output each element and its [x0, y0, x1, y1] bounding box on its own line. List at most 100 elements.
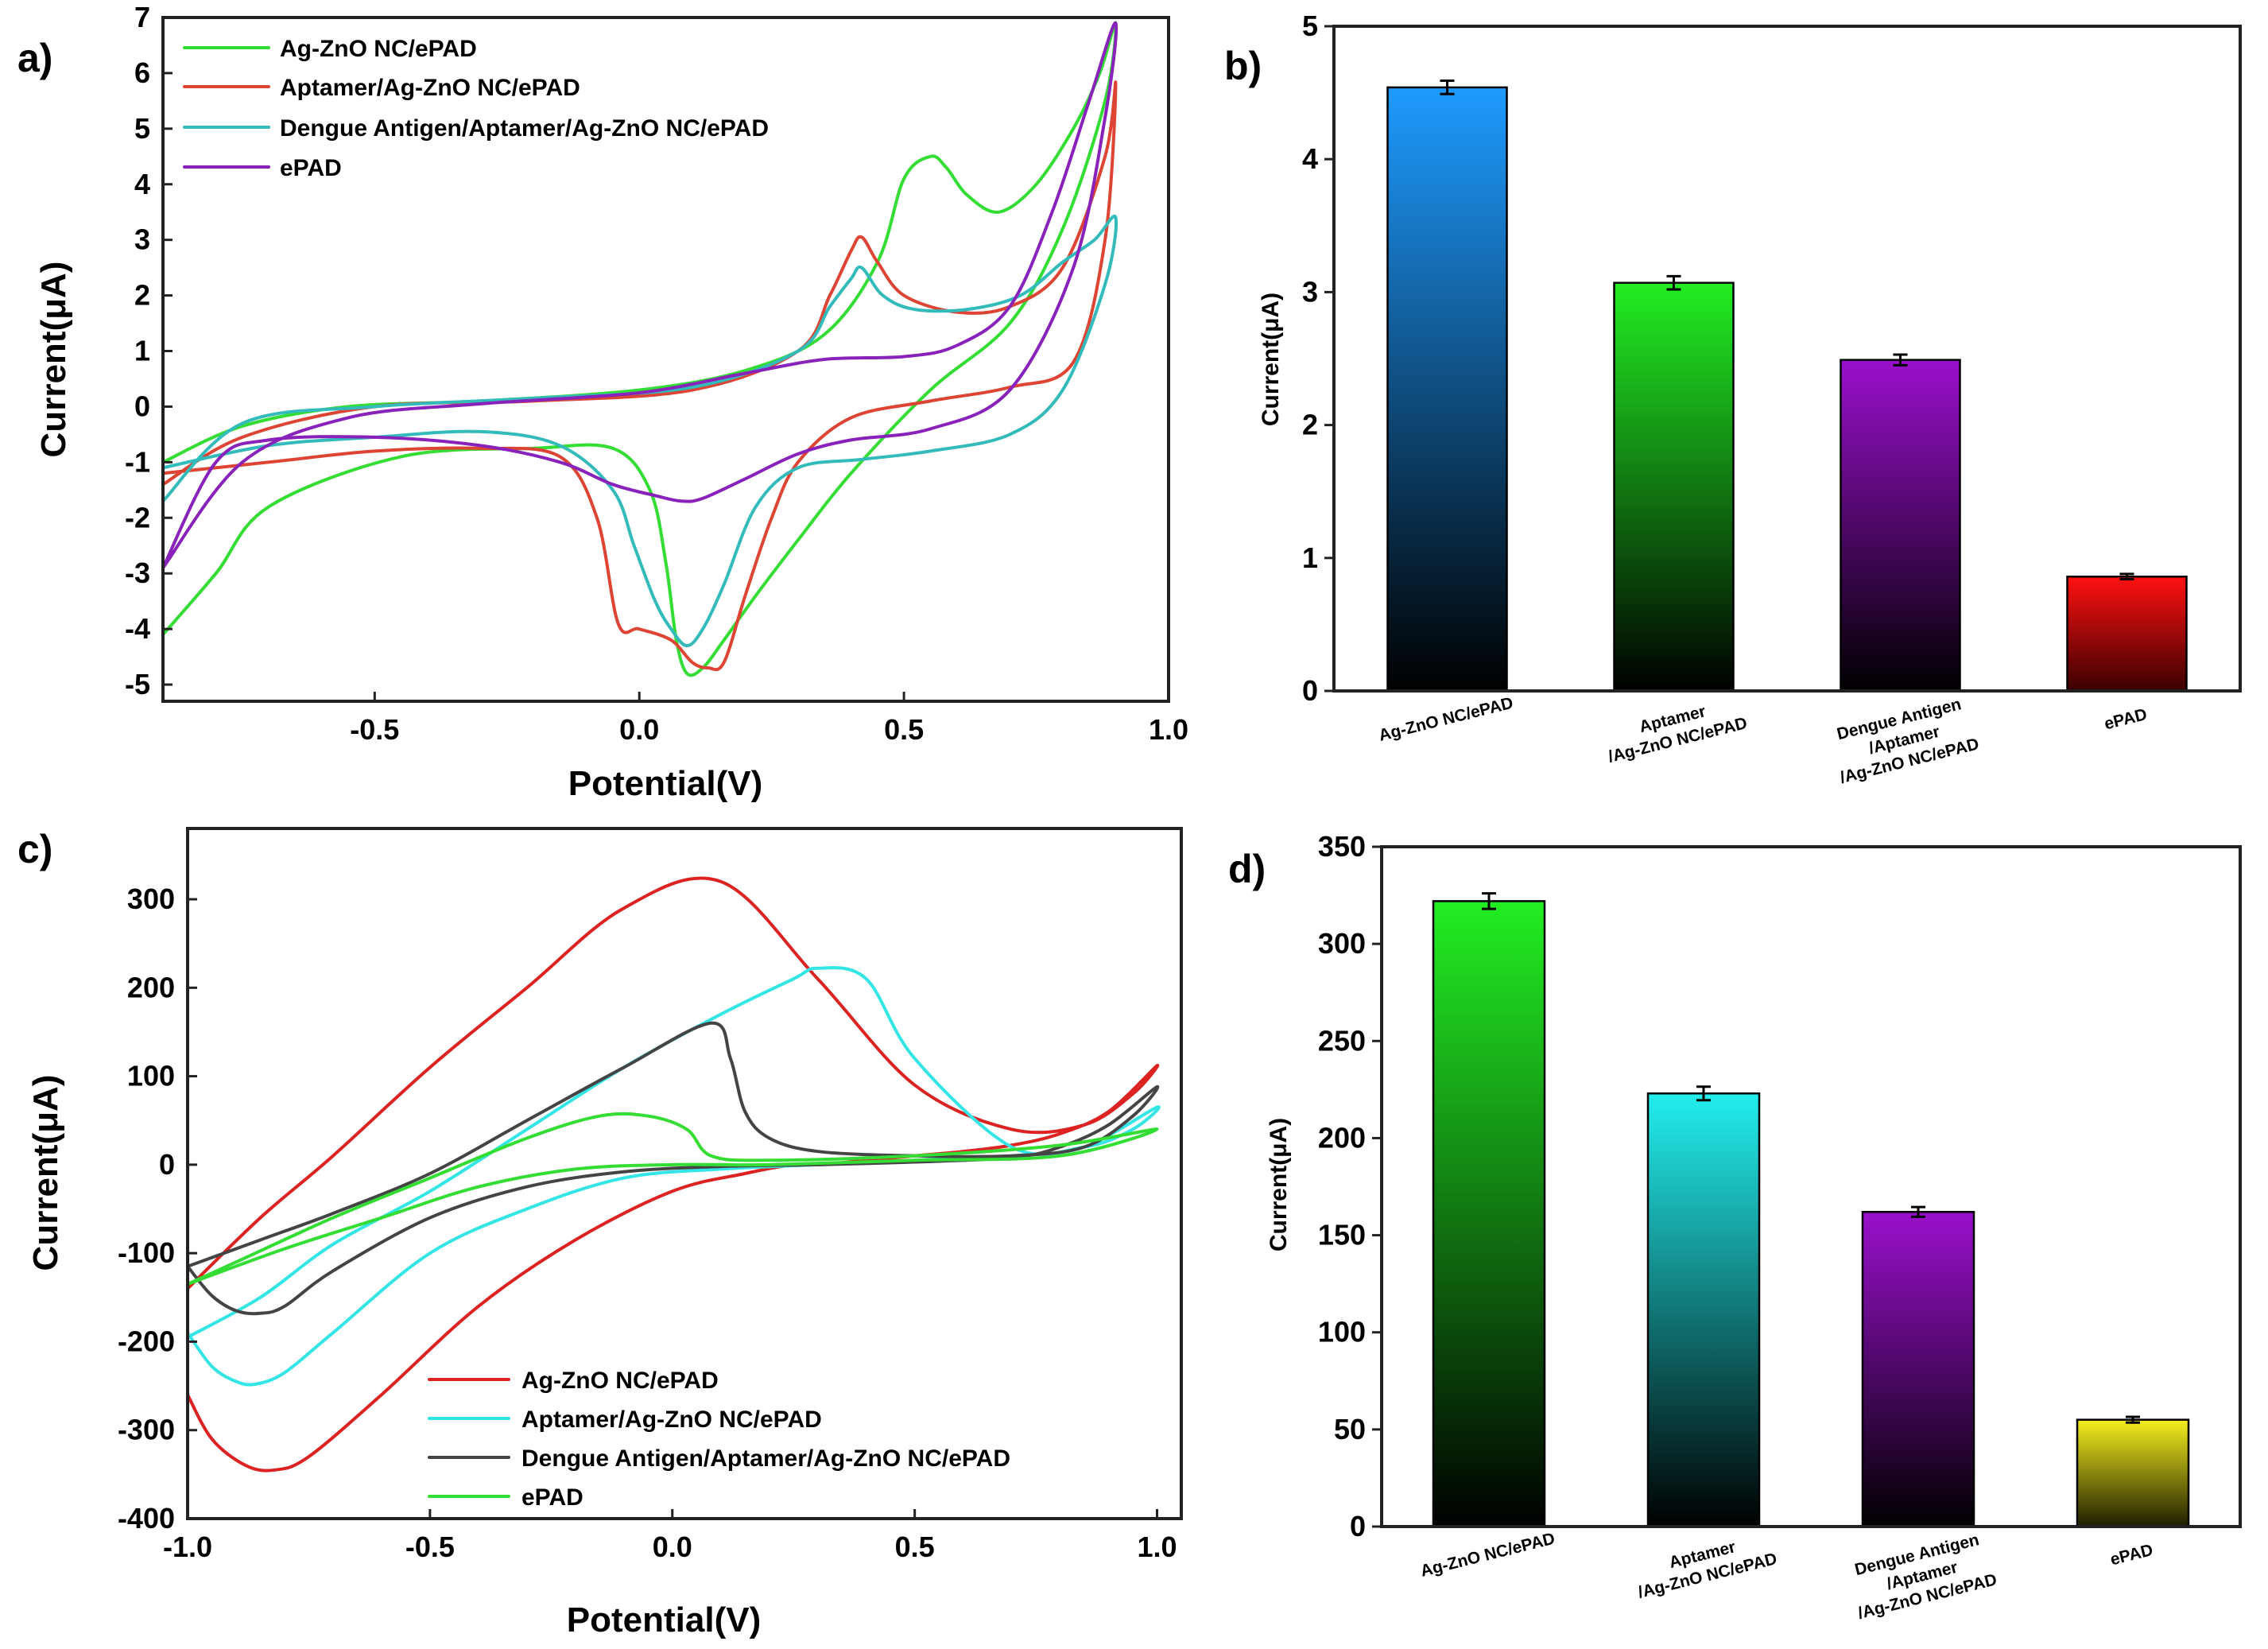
x-tick-label: -1.0 [163, 1531, 212, 1563]
y-tick-label: -200 [118, 1325, 175, 1357]
y-tick-label: -1 [125, 445, 150, 478]
legend-label-aptamer: Aptamer/Ag-ZnO NC/ePAD [521, 1406, 822, 1433]
panel-a-x-ticks: -0.5 0.0 0.5 1.0 [350, 692, 1188, 746]
panel-d-plot-frame [1380, 845, 2242, 1528]
x-tick-label: 1.0 [1149, 713, 1188, 746]
y-tick-label: 4 [1302, 142, 1318, 175]
legend-label-ag-zno: Ag-ZnO NC/ePAD [521, 1368, 719, 1394]
panel-d-y-axis-label: Current(μA) [1266, 1118, 1292, 1251]
legend-label-ag-zno: Ag-ZnO NC/ePAD [280, 36, 477, 62]
panel-c-y-axis-label: Current(μA) [26, 1075, 65, 1271]
legend-label-dengue: Dengue Antigen/Aptamer/Ag-ZnO NC/ePAD [521, 1445, 1010, 1472]
category-label-line: Ag-ZnO NC/ePAD [1419, 1530, 1557, 1581]
panel-b-label: b) [1224, 44, 1262, 88]
x-tick-label: 0.0 [619, 713, 659, 746]
panel-c-x-axis-label: Potential(V) [567, 1600, 761, 1639]
panel-c-dpv-plot: c) -400 -300 -200 -100 0 100 200 300 -1.0 -0.5 0.… [17, 827, 1183, 1639]
y-tick-label: 6 [134, 56, 150, 89]
y-tick-label: 300 [127, 883, 175, 915]
category-label-epad: ePAD [2108, 1541, 2154, 1569]
series-line-epad [161, 21, 1118, 570]
series-line-ag-zno-nc-epad [161, 21, 1118, 677]
y-tick-label: -400 [118, 1502, 175, 1535]
y-tick-label: 300 [1318, 927, 1366, 960]
y-tick-label: -100 [118, 1236, 175, 1269]
panel-d-y-ticks: 0 50 100 150 200 250 300 350 [1318, 830, 1382, 1542]
y-tick-label: 4 [134, 168, 150, 200]
legend-label-aptamer: Aptamer/Ag-ZnO NC/ePAD [280, 75, 580, 101]
y-tick-label: 2 [1302, 409, 1318, 441]
y-tick-label: 50 [1334, 1413, 1366, 1445]
y-tick-label: 3 [1302, 275, 1318, 308]
panel-b-y-ticks: 0 1 2 3 4 5 [1302, 10, 1334, 707]
category-label-ag-zno-nc-epad: Ag-ZnO NC/ePAD [1419, 1530, 1557, 1581]
category-label-line: ePAD [2108, 1541, 2154, 1569]
y-tick-label: -300 [118, 1414, 175, 1446]
panel-d-bar-chart: d) 0 50 100 150 200 250 300 350 Ag-ZnO NC/ePAD A… [1228, 830, 2242, 1623]
bar-aptamer-ag-zno-nc-epad [1613, 281, 1735, 693]
panel-c-curves [186, 876, 1161, 1472]
y-tick-label: 100 [1318, 1316, 1366, 1348]
panel-b-bars [1386, 80, 2188, 693]
panel-d-bars [1432, 892, 2190, 1528]
bar-dengue-antigen-aptamer-ag-zno-nc-epad [1840, 359, 1961, 693]
panel-c-y-ticks: -400 -300 -200 -100 0 100 200 300 [118, 883, 197, 1535]
category-label-line: Ag-ZnO NC/ePAD [1377, 694, 1515, 745]
panel-a-y-axis-label: Current(μA) [34, 262, 73, 458]
y-tick-label: -5 [125, 668, 150, 700]
panel-a-y-ticks: -5 -4 -3 -2 -1 0 1 2 3 4 5 6 7 [125, 1, 173, 700]
panel-d-category-labels: Ag-ZnO NC/ePAD Aptamer/Ag-ZnO NC/ePAD Deng… [1419, 1530, 2155, 1623]
bar-epad [2066, 575, 2188, 693]
y-tick-label: 5 [134, 112, 150, 145]
bar-ag-zno-nc-epad [1386, 86, 1508, 693]
x-tick-label: 0.0 [653, 1531, 692, 1563]
panel-d-label: d) [1228, 847, 1266, 891]
y-tick-label: 1 [134, 335, 150, 367]
y-tick-label: 0 [134, 390, 150, 422]
bar-epad [2076, 1418, 2190, 1528]
bar-dengue-antigen-aptamer-ag-zno-nc-epad [1861, 1211, 1975, 1528]
y-tick-label: 2 [134, 279, 150, 312]
y-tick-label: -2 [125, 501, 150, 534]
panel-a-plot-frame [161, 16, 1170, 703]
y-tick-label: 0 [159, 1148, 175, 1181]
panel-a-curves [161, 21, 1118, 677]
y-tick-label: -3 [125, 557, 150, 589]
y-tick-label: -4 [125, 612, 150, 645]
panel-c-label: c) [17, 827, 52, 871]
y-tick-label: 3 [134, 223, 150, 256]
y-tick-label: 350 [1318, 830, 1366, 863]
panel-b-bar-chart: b) 0 1 2 3 4 5 Ag-ZnO NC/ePAD Aptamer/Ag-ZnO N… [1224, 10, 2242, 787]
legend-label-epad: ePAD [521, 1484, 583, 1511]
x-tick-label: 0.5 [884, 713, 924, 746]
x-tick-label: 0.5 [895, 1531, 935, 1563]
series-line-ag-zno-nc-epad [186, 876, 1160, 1472]
y-tick-label: 5 [1302, 10, 1318, 42]
panel-c-legend: Ag-ZnO NC/ePAD Aptamer/Ag-ZnO NC/ePAD De… [428, 1368, 1010, 1511]
category-label-aptamer-ag-zno-nc-epad: Aptamer/Ag-ZnO NC/ePAD [1607, 702, 1750, 766]
panel-b-category-labels: Ag-ZnO NC/ePAD Aptamer/Ag-ZnO NC/ePAD Deng… [1377, 694, 2149, 787]
series-line-dengue-antigen-aptamer-ag-zno-nc-epad [161, 214, 1118, 648]
panel-b-y-axis-label: Current(μA) [1258, 293, 1284, 426]
bar-ag-zno-nc-epad [1432, 900, 1546, 1528]
legend-label-epad: ePAD [280, 155, 342, 181]
panel-b-plot-frame [1332, 25, 2242, 693]
x-tick-label: -0.5 [405, 1531, 455, 1563]
category-label-epad: ePAD [2103, 705, 2149, 733]
y-tick-label: 0 [1350, 1510, 1366, 1542]
y-tick-label: 0 [1302, 674, 1318, 707]
series-line-dengue-antigen-aptamer-ag-zno-nc-epad [186, 1021, 1160, 1316]
panel-a-label: a) [17, 36, 52, 80]
x-tick-label: -0.5 [350, 713, 399, 746]
panel-a-x-axis-label: Potential(V) [568, 764, 762, 803]
category-label-aptamer-ag-zno-nc-epad: Aptamer/Ag-ZnO NC/ePAD [1636, 1538, 1779, 1602]
y-tick-label: 150 [1318, 1219, 1366, 1251]
y-tick-label: 250 [1318, 1024, 1366, 1057]
legend-label-dengue: Dengue Antigen/Aptamer/Ag-ZnO NC/ePAD [280, 115, 769, 142]
panel-a-cv-plot: a) -5 -4 -3 -2 -1 0 1 2 3 4 5 6 7 -0.5 0.0 0.5 1.0 Pote… [17, 1, 1188, 803]
panel-c-plot-frame [186, 827, 1183, 1520]
y-tick-label: 200 [1318, 1121, 1366, 1154]
y-tick-label: 200 [127, 971, 175, 1003]
series-line-epad [186, 1112, 1159, 1286]
